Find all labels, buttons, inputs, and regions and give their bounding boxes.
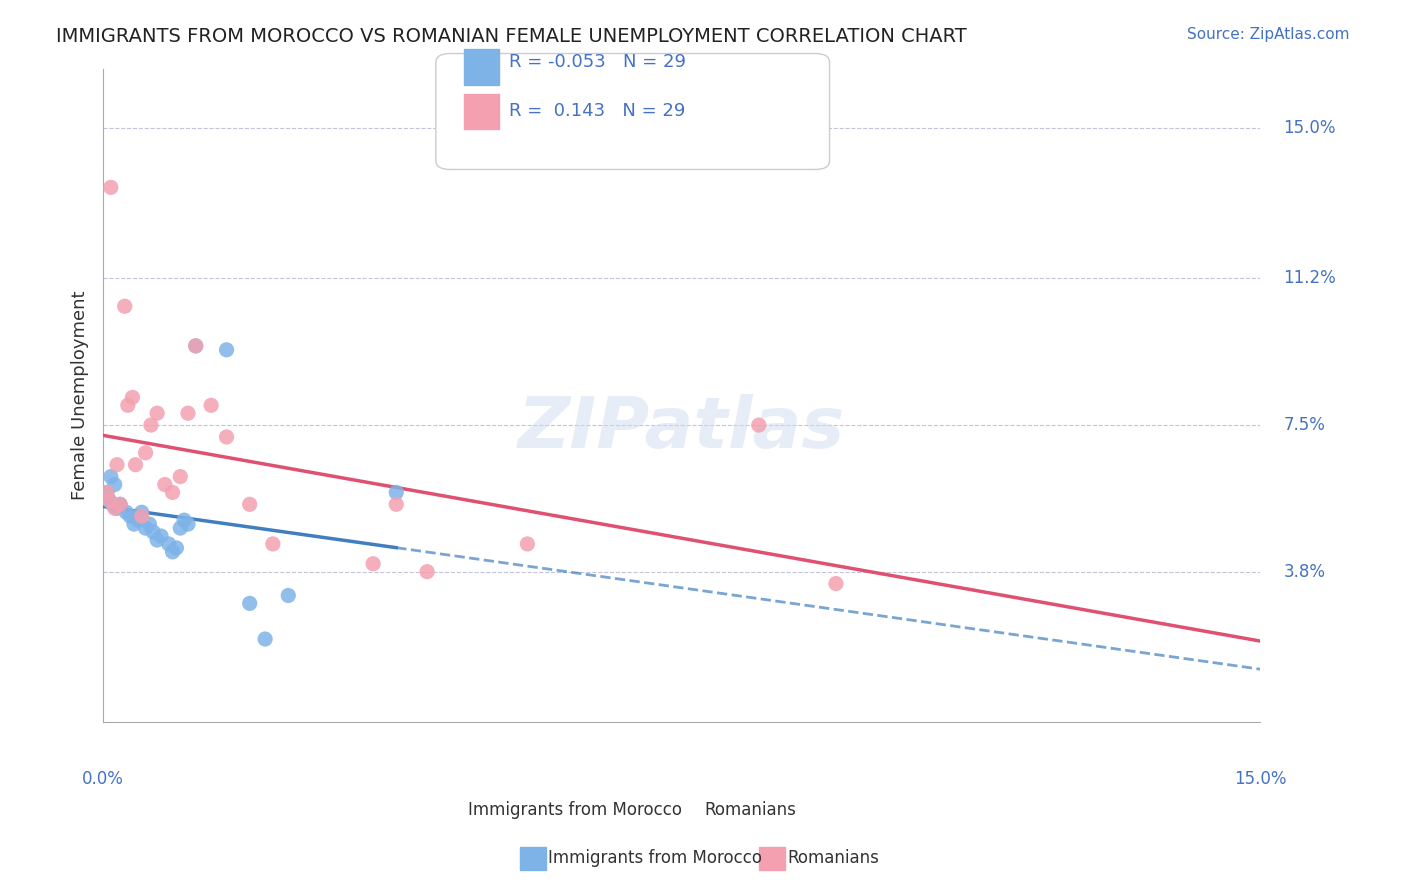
Point [277,589,299,603]
Text: Romanians: Romanians [704,802,797,820]
Point [135,521,157,535]
Point [146,406,169,420]
Text: 11.2%: 11.2% [1284,269,1336,287]
Point [184,339,207,353]
Text: IMMIGRANTS FROM MOROCCO VS ROMANIAN FEMALE UNEMPLOYMENT CORRELATION CHART: IMMIGRANTS FROM MOROCCO VS ROMANIAN FEMA… [56,27,967,45]
Point [142,524,165,539]
Point [200,398,222,412]
Point [120,509,142,524]
Text: R =  0.143   N = 29: R = 0.143 N = 29 [509,103,685,120]
Point [104,477,127,491]
Point [135,446,157,460]
Y-axis label: Female Unemployment: Female Unemployment [72,291,89,500]
Point [748,418,770,433]
Point [153,477,176,491]
Text: ZIPatlas: ZIPatlas [517,393,845,463]
Point [98,493,121,508]
Point [104,501,127,516]
Point [162,545,184,559]
Point [105,501,128,516]
Point [173,513,195,527]
Point [131,509,153,524]
Point [139,418,162,433]
Text: Immigrants from Morocco: Immigrants from Morocco [468,802,682,820]
Point [169,469,191,483]
Point [101,497,124,511]
Point [215,343,238,357]
Text: 7.5%: 7.5% [1284,416,1326,434]
Point [157,537,180,551]
Point [177,406,200,420]
Point [239,596,262,610]
Point [100,180,122,194]
Point [122,517,145,532]
Point [96,485,118,500]
Text: 3.8%: 3.8% [1284,563,1326,581]
Point [262,537,284,551]
Point [177,517,200,532]
Text: Source: ZipAtlas.com: Source: ZipAtlas.com [1187,27,1350,42]
Point [162,485,184,500]
Point [149,529,172,543]
Point [114,299,136,313]
Point [516,537,538,551]
Point [121,390,143,404]
Point [184,339,207,353]
Point [115,505,138,519]
Point [96,485,118,500]
Point [165,541,187,555]
Point [361,557,384,571]
Point [108,497,131,511]
Point [138,517,160,532]
Point [131,505,153,519]
Point [215,430,238,444]
Point [146,533,169,547]
Text: 15.0%: 15.0% [1284,119,1336,137]
Text: 15.0%: 15.0% [1234,770,1286,788]
Point [100,469,122,483]
Text: 0.0%: 0.0% [82,770,124,788]
Point [825,576,848,591]
Point [416,565,439,579]
Point [105,458,128,472]
Point [124,458,146,472]
Point [117,398,139,412]
Point [127,513,149,527]
Point [98,493,121,508]
Point [385,485,408,500]
Text: Immigrants from Morocco: Immigrants from Morocco [548,849,762,867]
Text: R = -0.053   N = 29: R = -0.053 N = 29 [509,54,686,71]
Point [169,521,191,535]
Point [385,497,408,511]
Point [254,632,277,646]
Text: Romanians: Romanians [787,849,879,867]
Point [108,497,131,511]
Point [239,497,262,511]
